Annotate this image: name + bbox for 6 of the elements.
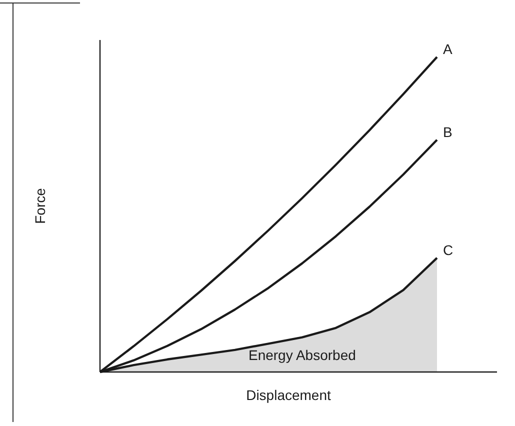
series-label: A (443, 41, 453, 57)
annotation: Energy Absorbed (248, 347, 356, 363)
y-axis-title: Force (32, 188, 48, 224)
x-axis-title: Displacement (246, 387, 332, 403)
series-label: C (443, 242, 454, 258)
series-label: B (443, 124, 452, 140)
